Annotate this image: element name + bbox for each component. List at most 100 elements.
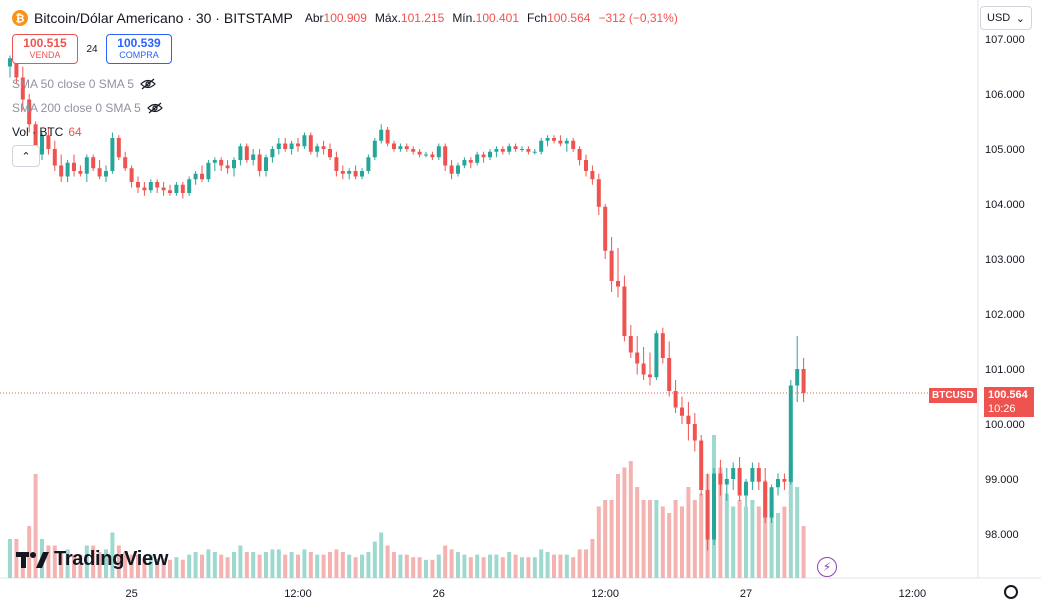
- volume-bar: [296, 554, 300, 578]
- candle-body: [404, 146, 409, 149]
- candle-body: [232, 160, 236, 169]
- candle-body: [174, 184, 179, 193]
- candle-body: [795, 369, 800, 386]
- chart-header: ₿ Bitcoin/Dólar Americano · 30 · BITSTAM…: [12, 9, 678, 27]
- volume-bar: [763, 480, 768, 578]
- volume-bar: [27, 526, 32, 578]
- volume-legend[interactable]: Vol · BTC 64: [12, 125, 82, 139]
- volume-bar: [648, 500, 652, 578]
- candle-body: [84, 157, 89, 174]
- volume-bar: [449, 549, 454, 578]
- volume-bar: [603, 500, 608, 578]
- volume-bar: [731, 506, 736, 578]
- candle-body: [308, 135, 313, 152]
- volume-bar: [379, 532, 384, 578]
- volume-bar: [724, 493, 729, 578]
- volume-bar: [251, 552, 256, 578]
- volume-bar: [8, 539, 12, 578]
- candle-body: [590, 171, 595, 180]
- candle-body: [46, 135, 51, 149]
- volume-bar: [475, 554, 480, 578]
- tradingview-logo[interactable]: TradingView: [16, 548, 168, 571]
- candle-body: [328, 149, 332, 158]
- volume-bar: [270, 549, 275, 578]
- volume-bar: [801, 526, 806, 578]
- candle-body: [168, 190, 172, 193]
- volume-bar: [219, 554, 224, 578]
- sell-price: 100.515: [23, 36, 67, 50]
- volume-bar: [417, 557, 422, 578]
- volume-bar: [462, 554, 467, 578]
- candle-body: [475, 154, 480, 163]
- candle-body: [744, 481, 748, 496]
- candle-body: [756, 468, 761, 482]
- volume-bar: [616, 474, 620, 578]
- volume-bar: [404, 554, 409, 578]
- settings-icon[interactable]: [1004, 585, 1018, 599]
- volume-bar: [411, 557, 416, 578]
- volume-bar: [443, 545, 448, 578]
- buy-button[interactable]: 100.539 COMPRA: [106, 34, 172, 64]
- volume-bar: [180, 559, 185, 578]
- candle-body: [500, 149, 505, 152]
- volume-bar: [660, 506, 665, 578]
- volume-bar: [347, 554, 352, 578]
- indicator-sma-200[interactable]: SMA 200 close 0 SMA 5: [12, 101, 163, 115]
- ohlc-values: Abr100.909 Máx.101.215 Mín.100.401 Fch10…: [305, 11, 678, 25]
- sell-button[interactable]: 100.515 VENDA: [12, 34, 78, 64]
- candle-body: [289, 143, 294, 149]
- volume-bar: [104, 549, 108, 578]
- candle-body: [430, 154, 435, 158]
- volume-bar: [436, 554, 441, 578]
- candle-body: [142, 187, 147, 191]
- volume-bar: [78, 554, 83, 578]
- candle-body: [264, 157, 268, 171]
- tradingview-logo-mark: [16, 551, 49, 568]
- candle-body: [776, 479, 780, 488]
- volume-bar: [187, 554, 192, 578]
- candle-body: [225, 165, 230, 169]
- volume-bar: [168, 559, 172, 578]
- candle-body: [353, 171, 358, 177]
- candle-body: [737, 468, 742, 496]
- lightning-icon[interactable]: ⚡: [817, 557, 837, 577]
- volume-bar: [756, 506, 761, 578]
- volume-bar: [430, 559, 435, 578]
- candle-body: [206, 162, 211, 180]
- symbol-title[interactable]: Bitcoin/Dólar Americano · 30 · BITSTAMP: [34, 10, 293, 26]
- candle-body: [366, 157, 371, 171]
- volume-bar: [116, 545, 121, 578]
- spread-value: 24: [86, 43, 98, 55]
- volume-bar: [283, 554, 288, 578]
- volume-bar: [481, 557, 486, 578]
- candle-body: [411, 149, 416, 152]
- volume-bar: [385, 545, 390, 578]
- volume-bar: [776, 513, 780, 578]
- currency-selector[interactable]: USD ⌄: [980, 6, 1032, 30]
- candle-body: [763, 481, 768, 518]
- low-label: Mín.: [452, 11, 476, 25]
- volume-bar: [609, 500, 614, 578]
- candle-body: [520, 149, 524, 150]
- volume-bar: [488, 554, 492, 578]
- candle-body: [564, 140, 569, 144]
- eye-off-icon[interactable]: [140, 78, 156, 90]
- volume-bar: [206, 549, 211, 578]
- buy-price: 100.539: [117, 36, 161, 50]
- x-tick-label: 12:00: [591, 588, 619, 600]
- change-value: −312 (−0,31%): [598, 11, 678, 25]
- volume-bar: [46, 545, 51, 578]
- collapse-legend-button[interactable]: ⌃: [12, 145, 40, 167]
- indicator-sma-50[interactable]: SMA 50 close 0 SMA 5: [12, 77, 156, 91]
- x-tick-label: 27: [740, 588, 752, 600]
- high-value: 101.215: [400, 11, 445, 25]
- candle-body: [91, 157, 96, 169]
- volume-bar: [174, 557, 179, 578]
- candle-body: [302, 135, 307, 147]
- close-value: 100.564: [547, 11, 591, 25]
- candle-body: [628, 336, 633, 353]
- candle-body: [673, 391, 678, 408]
- eye-off-icon[interactable]: [146, 102, 163, 114]
- logo-text: TradingView: [54, 548, 169, 570]
